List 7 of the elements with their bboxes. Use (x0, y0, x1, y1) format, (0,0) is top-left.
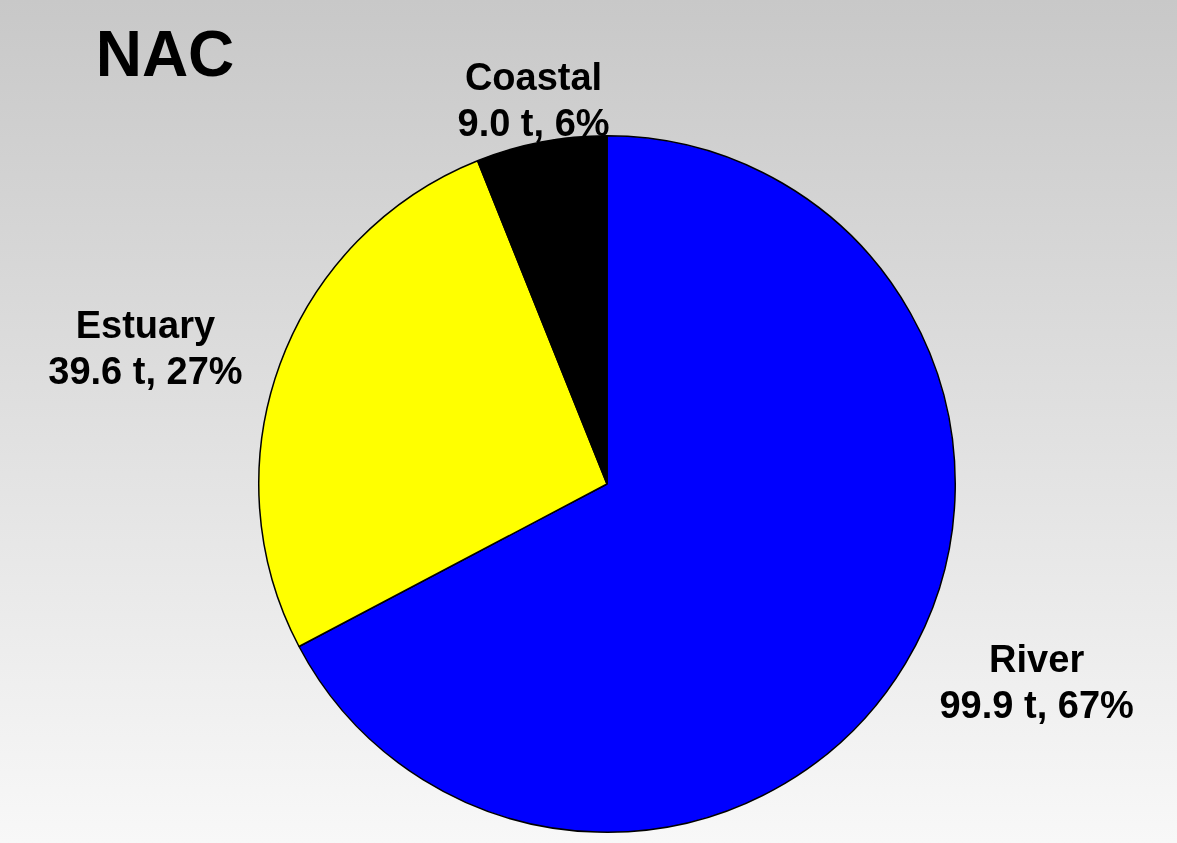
slice-label: Coastal (464, 56, 603, 99)
data-label: 39.6 t, 27% (48, 349, 243, 392)
data-label: 9.0 t, 6% (457, 102, 610, 145)
slice-label: River (989, 637, 1085, 680)
chart-title: NAC (95, 17, 235, 90)
slice-label: Estuary (75, 303, 216, 346)
data-label: 99.9 t, 67% (939, 683, 1134, 726)
